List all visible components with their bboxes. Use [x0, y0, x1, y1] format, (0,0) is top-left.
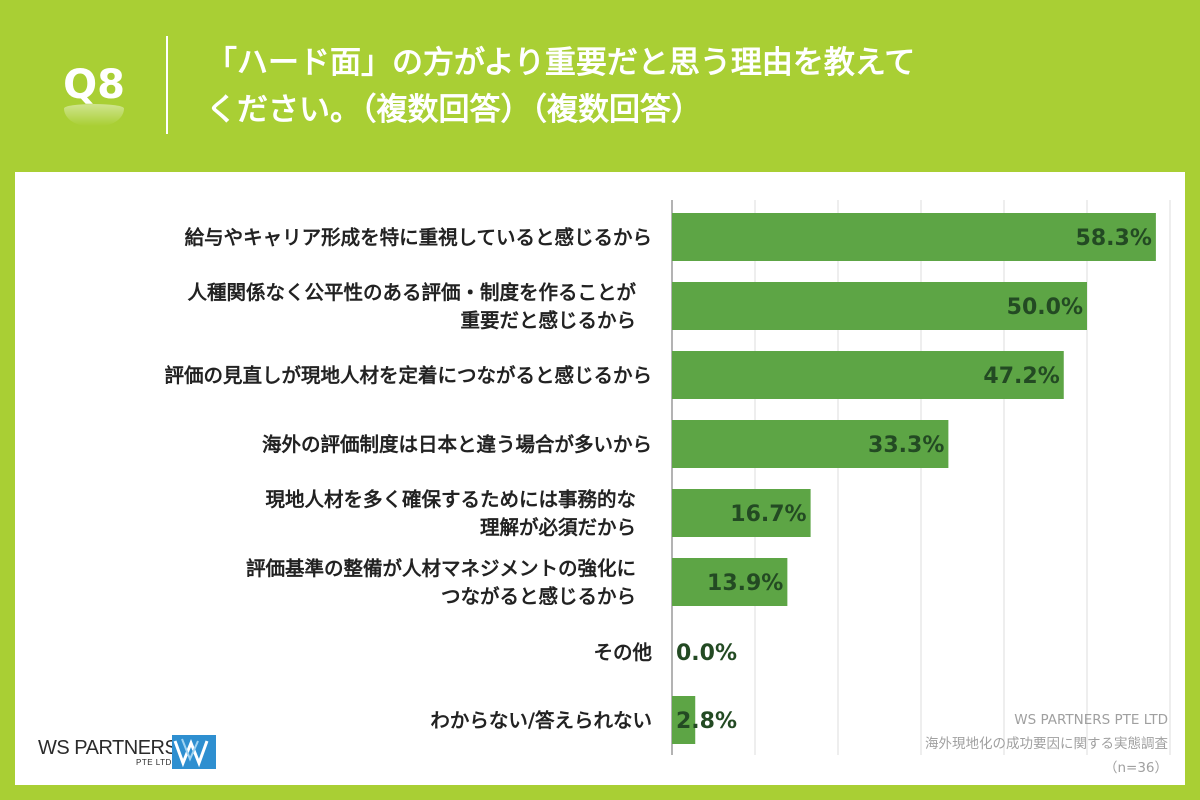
company-logo: WS PARTNERS PTE LTD [38, 735, 228, 775]
footnote-sample: （n=36） [1103, 760, 1168, 776]
value-label: 47.2% [983, 364, 1059, 389]
bar [672, 420, 949, 468]
value-label: 16.7% [730, 502, 806, 527]
category-label: 人種関係なく公平性のある評価・制度を作ることが重要だと感じるから [187, 281, 636, 332]
logo-mark-icon [172, 735, 216, 769]
logo-name: WS PARTNERS [38, 737, 178, 759]
bar [672, 558, 788, 606]
bar [672, 696, 696, 744]
value-label: 13.9% [707, 571, 783, 596]
category-label: 海外の評価制度は日本と違う場合が多いから [262, 433, 652, 456]
question-title: 「ハード面」の方がより重要だと思う理由を教えて ください。（複数回答）（複数回答… [206, 45, 916, 128]
footnote-company: WS PARTNERS PTE LTD [1014, 712, 1168, 728]
header: Q8 「ハード面」の方がより重要だと思う理由を教えて ください。（複数回答）（複… [0, 0, 1200, 170]
header-divider [166, 36, 168, 134]
footnote: WS PARTNERS PTE LTD 海外現地化の成功要因に関する実態調査 （… [925, 708, 1168, 780]
category-label: わからない/答えられない [430, 709, 652, 732]
footnote-survey: 海外現地化の成功要因に関する実態調査 [925, 736, 1168, 752]
value-label: 0.0% [676, 641, 737, 666]
category-label: 現地人材を多く確保するためには事務的な理解が必須だから [265, 488, 636, 539]
category-label: 評価の見直しが現地人材を定着につながると感じるから [164, 364, 652, 387]
bar [672, 282, 1087, 330]
logo-sub: PTE LTD [136, 758, 172, 767]
value-label: 50.0% [1007, 295, 1083, 320]
question-number: Q8 [63, 62, 125, 108]
bar [672, 489, 811, 537]
question-number-reflection [64, 104, 124, 126]
value-label: 2.8% [676, 709, 737, 734]
value-label: 33.3% [868, 433, 944, 458]
value-label: 58.3% [1076, 226, 1152, 251]
bar [672, 351, 1064, 399]
chart-panel [15, 172, 1185, 785]
category-label: 給与やキャリア形成を特に重視していると感じるから [185, 226, 652, 249]
category-label: 評価基準の整備が人材マネジメントの強化につながると感じるから [246, 557, 636, 608]
bar [672, 213, 1156, 261]
category-label: その他 [593, 641, 652, 664]
